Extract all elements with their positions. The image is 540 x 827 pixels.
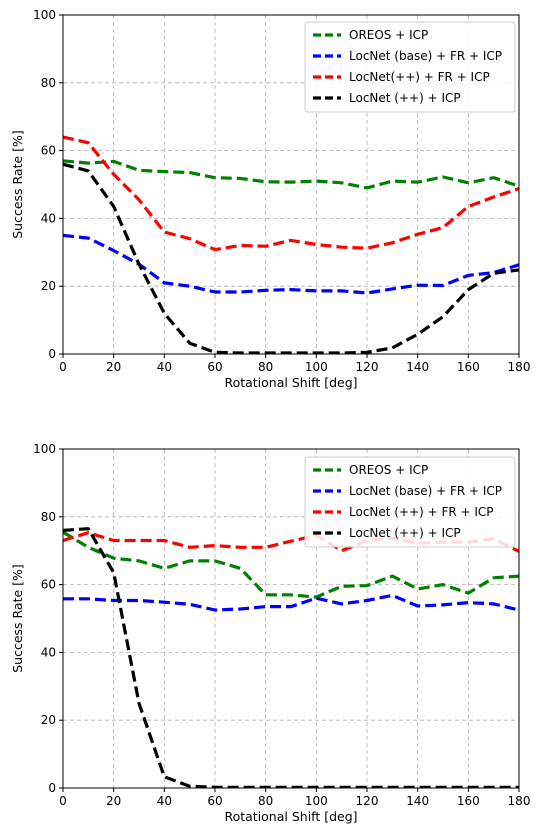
x-tick-label: 180 [508,794,531,808]
chart-1: 0 20 40 60 80 100 120 140 160 180020406080100Rota… [10,8,530,390]
x-tick-label: 180 [508,360,531,374]
x-tick-label: 20 [106,360,121,374]
legend-label-4: LocNet (++) + ICP [349,91,461,105]
x-tick-label: 120 [356,794,379,808]
legend: OREOS + ICP LocNet (base) + FR + ICP LocNe… [304,21,516,113]
legend-label-4: LocNet (++) + ICP [349,526,461,540]
x-tick-label: 20 [106,794,121,808]
legend: OREOS + ICP LocNet (base) + FR + ICP LocNe… [304,456,516,548]
legend-label-1: OREOS + ICP [349,463,428,477]
x-axis-label: Rotational Shift [deg] [224,375,357,390]
y-tick-label: 60 [41,144,56,158]
y-tick-label: 100 [33,442,56,456]
plot-frame [62,448,520,789]
series-line-2 [63,593,519,612]
x-tick-label: 100 [305,360,328,374]
x-tick-label: 80 [258,794,273,808]
y-tick-label: 20 [41,713,56,727]
legend-box [304,456,516,548]
y-tick-label: 0 [48,347,56,361]
x-tick-label: 120 [356,360,379,374]
y-tick-label: 0 [48,781,56,795]
series-line-3 [63,135,519,252]
series-line-4 [63,162,519,354]
x-tick-label: 40 [157,360,172,374]
legend-label-2: LocNet (base) + FR + ICP [349,484,502,498]
series-group [63,527,519,788]
x-tick-label: 140 [406,794,429,808]
y-tick-label: 60 [41,578,56,592]
x-tick-label: 160 [457,360,480,374]
y-tick-label: 80 [41,510,56,524]
plot-frame [62,14,520,355]
y-tick-label: 40 [41,645,56,659]
x-tick-label: 0 [59,794,67,808]
y-axis-label: Success Rate [%] [10,130,25,239]
series-line-4 [63,527,519,788]
series-line-2 [63,233,519,295]
legend-label-2: LocNet (base) + FR + ICP [349,49,502,63]
series-line-1 [63,530,519,599]
x-tick-label: 80 [258,360,273,374]
chart-2: 0 20 40 60 80 100 120 140 160 180020406080100Rota… [10,442,530,824]
x-tick-label: 140 [406,360,429,374]
legend-box [304,21,516,113]
x-axis-label: Rotational Shift [deg] [224,809,357,824]
y-tick-label: 100 [33,8,56,22]
y-tick-label: 40 [41,211,56,225]
x-tick-label: 60 [207,794,222,808]
y-tick-label: 80 [41,76,56,90]
x-tick-label: 0 [59,360,67,374]
y-tick-label: 20 [41,279,56,293]
x-tick-label: 100 [305,794,328,808]
y-axis-label: Success Rate [%] [10,564,25,673]
x-tick-label: 160 [457,794,480,808]
x-tick-label: 40 [157,794,172,808]
x-tick-label: 60 [207,360,222,374]
legend-label-1: OREOS + ICP [349,28,428,42]
legend-label-3: LocNet(++) + FR + ICP [349,70,490,84]
series-line-1 [63,159,519,190]
series-group [63,135,519,354]
legend-label-3: LocNet (++) + FR + ICP [349,505,494,519]
